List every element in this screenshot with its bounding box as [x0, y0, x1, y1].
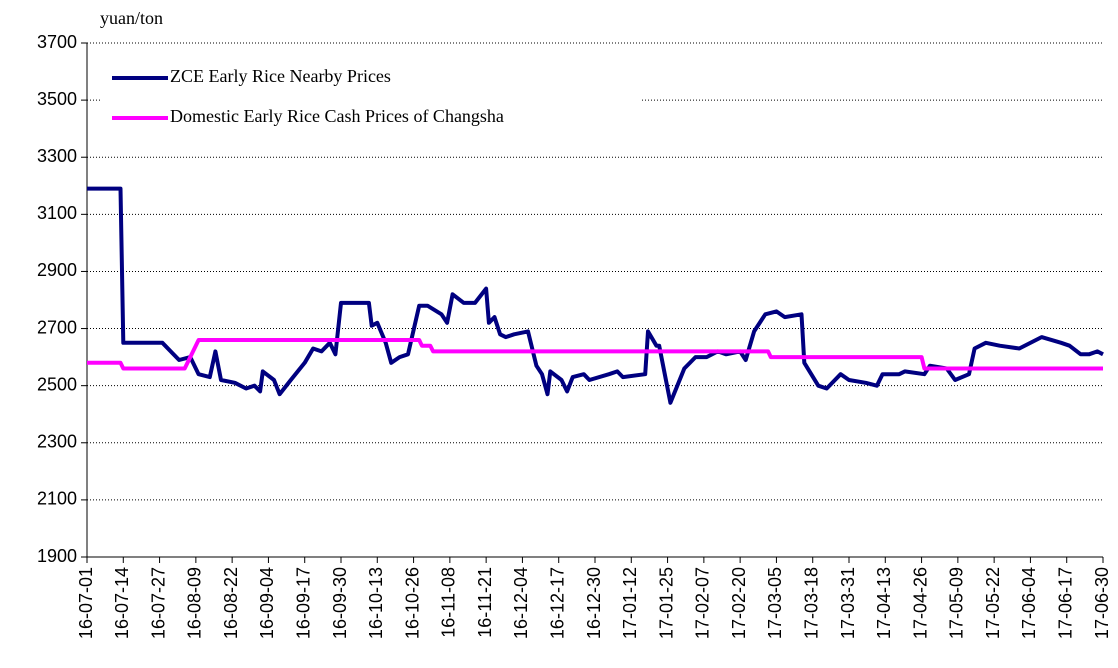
x-tick-label: 16-11-21: [475, 567, 495, 638]
x-tick-label: 16-09-17: [293, 567, 313, 639]
legend-label: Domestic Early Rice Cash Prices of Chang…: [170, 106, 504, 126]
legend-label: ZCE Early Rice Nearby Prices: [170, 66, 391, 86]
x-tick-label: 17-03-05: [765, 567, 785, 639]
x-tick-label: 16-12-17: [547, 567, 567, 639]
y-tick-label: 2300: [37, 432, 77, 452]
y-tick-label: 2900: [37, 260, 77, 280]
x-tick-label: 16-07-14: [112, 567, 132, 639]
x-tick-label: 17-01-12: [620, 567, 640, 639]
x-tick-label: 17-05-09: [947, 567, 967, 639]
x-tick-label: 17-01-25: [656, 567, 676, 639]
x-tick-label: 17-04-26: [910, 567, 930, 639]
x-tick-label: 16-10-26: [402, 567, 422, 639]
x-tick-label: 16-08-22: [221, 567, 241, 639]
x-tick-label: 17-03-31: [838, 567, 858, 639]
x-tick-label: 16-12-04: [511, 567, 531, 639]
x-tick-label: 17-04-13: [874, 567, 894, 639]
x-tick-label: 16-10-13: [366, 567, 386, 639]
x-tick-label: 17-06-30: [1092, 567, 1112, 639]
x-tick-label: 16-12-30: [584, 567, 604, 639]
x-tick-label: 17-06-17: [1055, 567, 1075, 639]
y-tick-label: 2700: [37, 317, 77, 337]
y-axis-unit: yuan/ton: [100, 8, 163, 28]
x-tick-label: 16-08-09: [185, 567, 205, 639]
y-tick-label: 3300: [37, 146, 77, 166]
y-tick-label: 2100: [37, 489, 77, 509]
x-tick-label: 17-02-07: [693, 567, 713, 639]
x-tick-label: 16-09-30: [330, 567, 350, 639]
x-tick-label: 16-07-01: [76, 567, 96, 639]
x-tick-label: 17-06-04: [1019, 567, 1039, 639]
x-tick-label: 16-09-04: [257, 567, 277, 639]
y-tick-label: 3100: [37, 203, 77, 223]
x-tick-label: 16-11-08: [439, 567, 459, 638]
y-tick-label: 3700: [37, 32, 77, 52]
x-tick-label: 16-07-27: [148, 567, 168, 639]
y-tick-label: 1900: [37, 546, 77, 566]
x-tick-label: 17-05-22: [983, 567, 1003, 639]
x-tick-label: 17-03-18: [801, 567, 821, 639]
x-tick-label: 17-02-20: [729, 567, 749, 639]
data-line: [87, 186, 1104, 405]
y-tick-label: 2500: [37, 374, 77, 394]
legend-box: [100, 60, 640, 142]
data-line: [87, 338, 1103, 371]
y-tick-label: 3500: [37, 89, 77, 109]
